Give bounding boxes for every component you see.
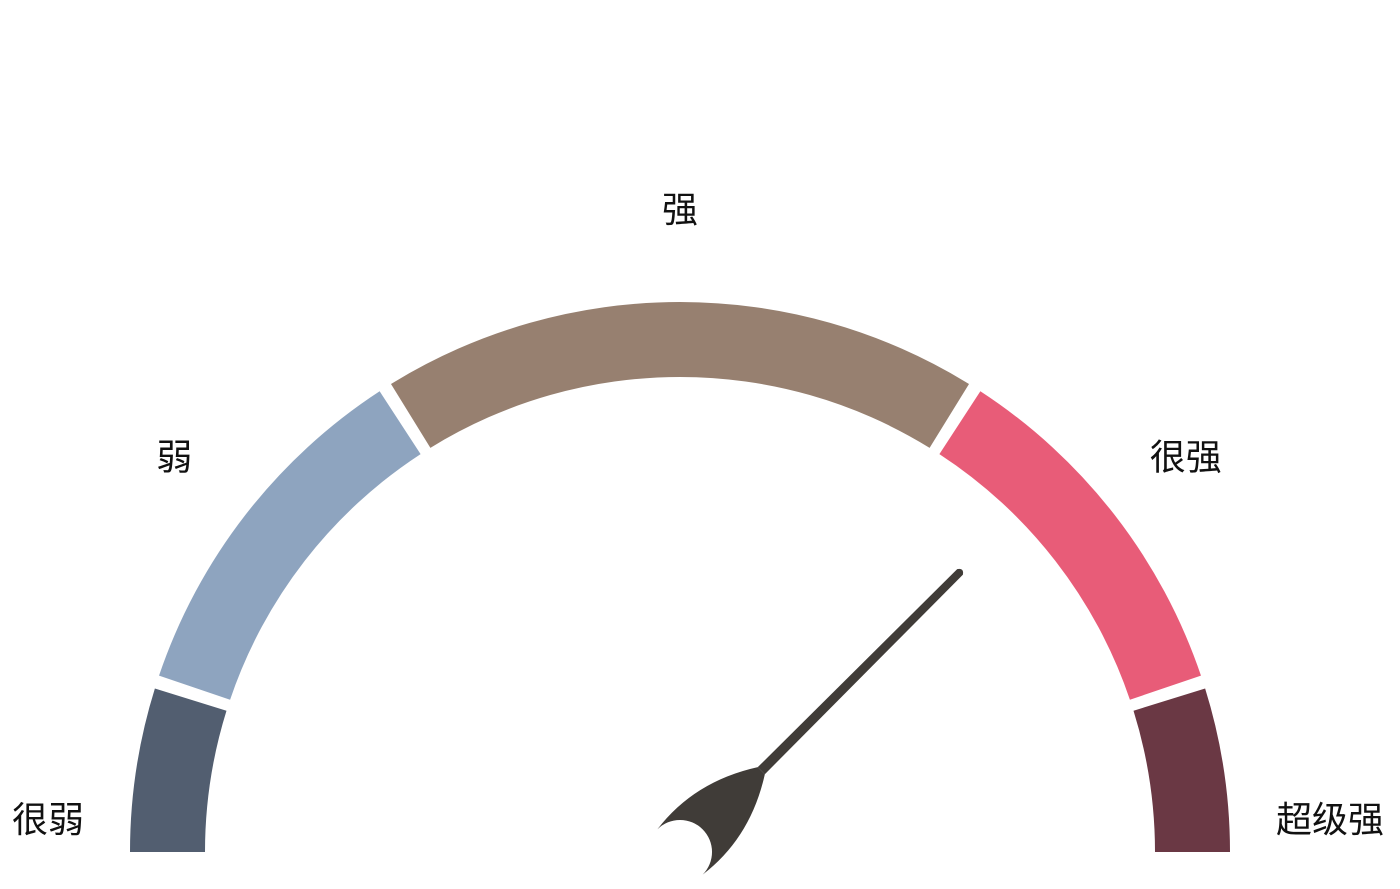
gauge-band-4: [1133, 688, 1230, 852]
gauge-band-label-1: 弱: [156, 438, 192, 479]
gauge-band-2: [390, 301, 970, 448]
gauge-band-0: [130, 688, 227, 852]
gauge-needle: [657, 568, 964, 875]
gauge-band-label-4: 超级强: [1276, 800, 1384, 841]
gauge-band-1: [159, 391, 421, 700]
gauge-band-3: [939, 391, 1201, 700]
gauge-band-label-0: 很弱: [12, 800, 84, 841]
needle-shaft: [757, 568, 964, 775]
gauge-band-label-3: 很强: [1150, 438, 1222, 479]
needle-hub: [657, 767, 765, 875]
gauge-band-label-2: 强: [662, 190, 698, 231]
needle-pivot: [668, 838, 692, 862]
gauge-bands: [130, 301, 1230, 852]
